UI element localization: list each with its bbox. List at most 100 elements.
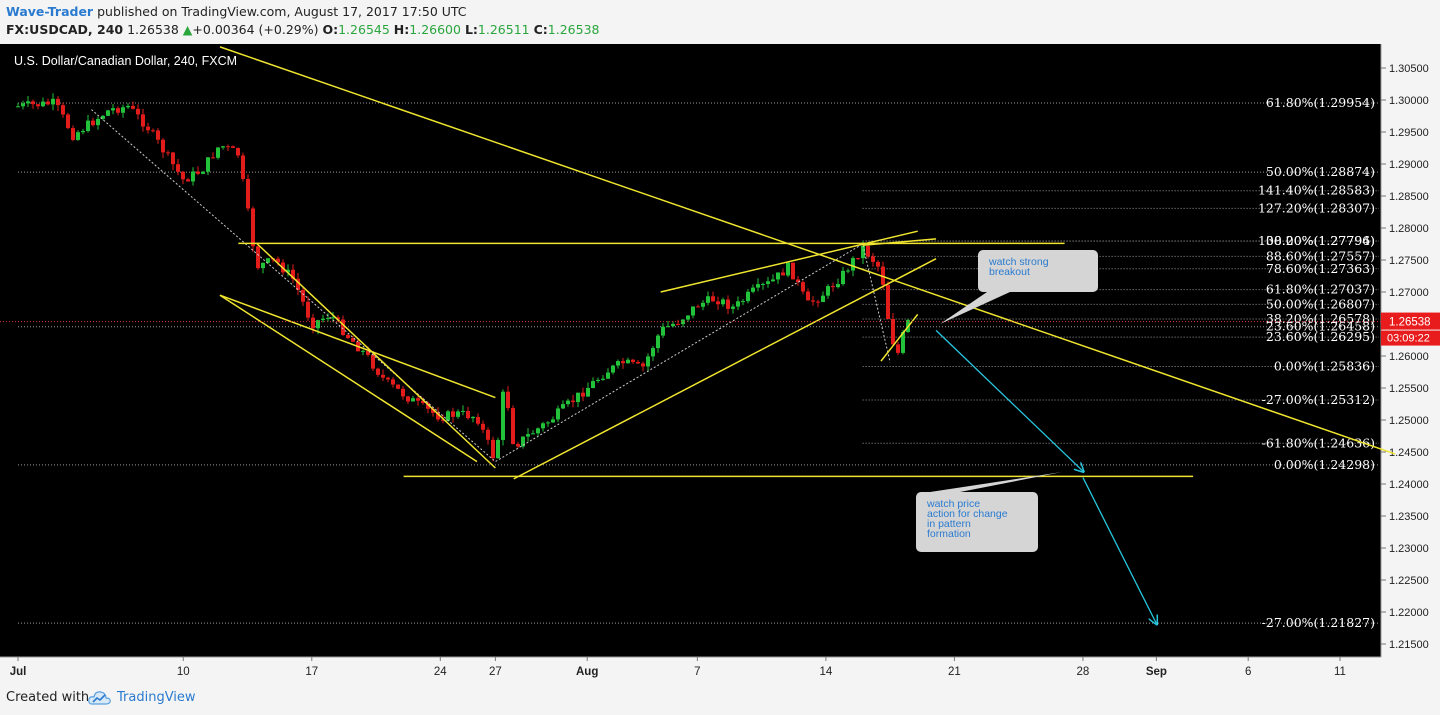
candle-body [496,439,500,459]
callout-text: watch price [926,498,980,510]
fib-level-label: 50.00%(1.26807) [1266,296,1375,311]
candle-body [436,412,440,420]
x-tick-label: 7 [694,666,700,678]
candle-body [361,350,365,352]
y-tick-label: 1.26000 [1389,351,1429,363]
fib-level-label: 23.60%(1.26458) [1266,319,1375,334]
callout-text: in pattern [927,518,971,530]
x-tick-label: Aug [576,666,598,678]
candle-body [691,306,695,316]
candle-body [676,323,680,325]
candle-body [556,408,560,420]
footer: Created with TradingView [0,685,1440,715]
close-value: 1.26538 [547,22,600,37]
candle-body [751,287,755,292]
candle-body [171,152,175,165]
candle-body [21,103,25,107]
up-arrow-icon: ▲ [182,22,193,37]
open-label: O: [322,22,339,37]
candle-body [156,130,160,140]
candle-body [391,379,395,385]
candle-body [236,147,240,156]
candle-body [371,354,375,369]
fib-level-label: 38.20%(1.27794) [1266,233,1375,248]
y-tick-label: 1.27500 [1389,255,1429,267]
candle-body [511,408,515,445]
candle-body [536,428,540,434]
tradingview-link[interactable]: TradingView [117,690,196,705]
x-tick-label: Sep [1146,666,1167,678]
price-chart[interactable]: U.S. Dollar/Canadian Dollar, 240, FXCM 1.… [0,44,1440,685]
candle-body [346,334,350,338]
x-tick-label: 24 [434,666,447,678]
candle-body [41,101,45,107]
callout-box [916,492,1038,552]
candle-body [876,261,880,267]
candle-body [636,362,640,364]
fib-level-label: 23.60%(1.26295) [1266,329,1375,344]
tradingview-cloud-icon[interactable] [88,689,112,707]
candle-body [336,317,340,320]
candle-body [706,296,710,303]
trendline [660,230,918,293]
candle-body [146,126,150,131]
candle-body [696,306,700,308]
candle-body [181,171,185,180]
candle-body [351,337,355,342]
trendline [219,46,1396,455]
candle-body [796,279,800,283]
candle-body [881,266,885,285]
x-tick-label: 11 [1334,666,1346,678]
x-tick-label: Jul [10,666,27,678]
y-tick-label: 1.22000 [1389,607,1429,619]
y-tick-label: 1.24500 [1389,447,1429,459]
fib-level-label: 0.00%(1.25836) [1274,358,1375,373]
candle-body [126,105,130,108]
fib-level-label: 141.40%(1.28583) [1258,183,1375,198]
candle-body [776,272,780,280]
fib-level-label: 38.20%(1.26578) [1266,311,1375,326]
candle-body [196,171,200,174]
candle-body [726,299,730,309]
candle-body [231,146,235,148]
candle-body [76,132,80,140]
candle-body [746,291,750,302]
candle-body [226,146,230,148]
candle-body [406,396,410,402]
y-tick-label: 1.29500 [1389,127,1429,139]
trendline [513,258,937,480]
candle-body [861,245,865,259]
candle-body [111,108,115,111]
trendline [862,238,937,247]
callout-pointer [940,292,1010,324]
candle-body [261,262,265,269]
candle-body [546,422,550,424]
chart-area[interactable]: U.S. Dollar/Canadian Dollar, 240, FXCM 1.… [0,44,1440,685]
candle-body [851,258,855,271]
candle-body [341,319,345,335]
trendline [219,294,478,463]
candle-body [191,171,195,182]
callout-pointer [930,472,1062,492]
published-text: published on TradingView.com, August 17,… [97,4,467,19]
candle-body [131,105,135,109]
projection-arrow [935,329,1083,471]
callout-text: breakout [989,266,1030,278]
candle-body [451,411,455,417]
author-link[interactable]: Wave-Trader [6,4,94,19]
candle-body [661,326,665,336]
candle-body [871,256,875,262]
trendline [880,313,919,362]
candle-body [581,392,585,397]
candle-body [551,419,555,423]
time-axis-panel [0,657,1381,685]
candle-body [886,284,890,319]
candle-body [561,404,565,409]
candle-body [266,258,270,263]
candle-body [731,306,735,309]
candle-body [151,130,155,132]
candle-body [651,348,655,357]
trendline [256,242,496,469]
candle-body [531,433,535,435]
candle-body [161,139,165,153]
